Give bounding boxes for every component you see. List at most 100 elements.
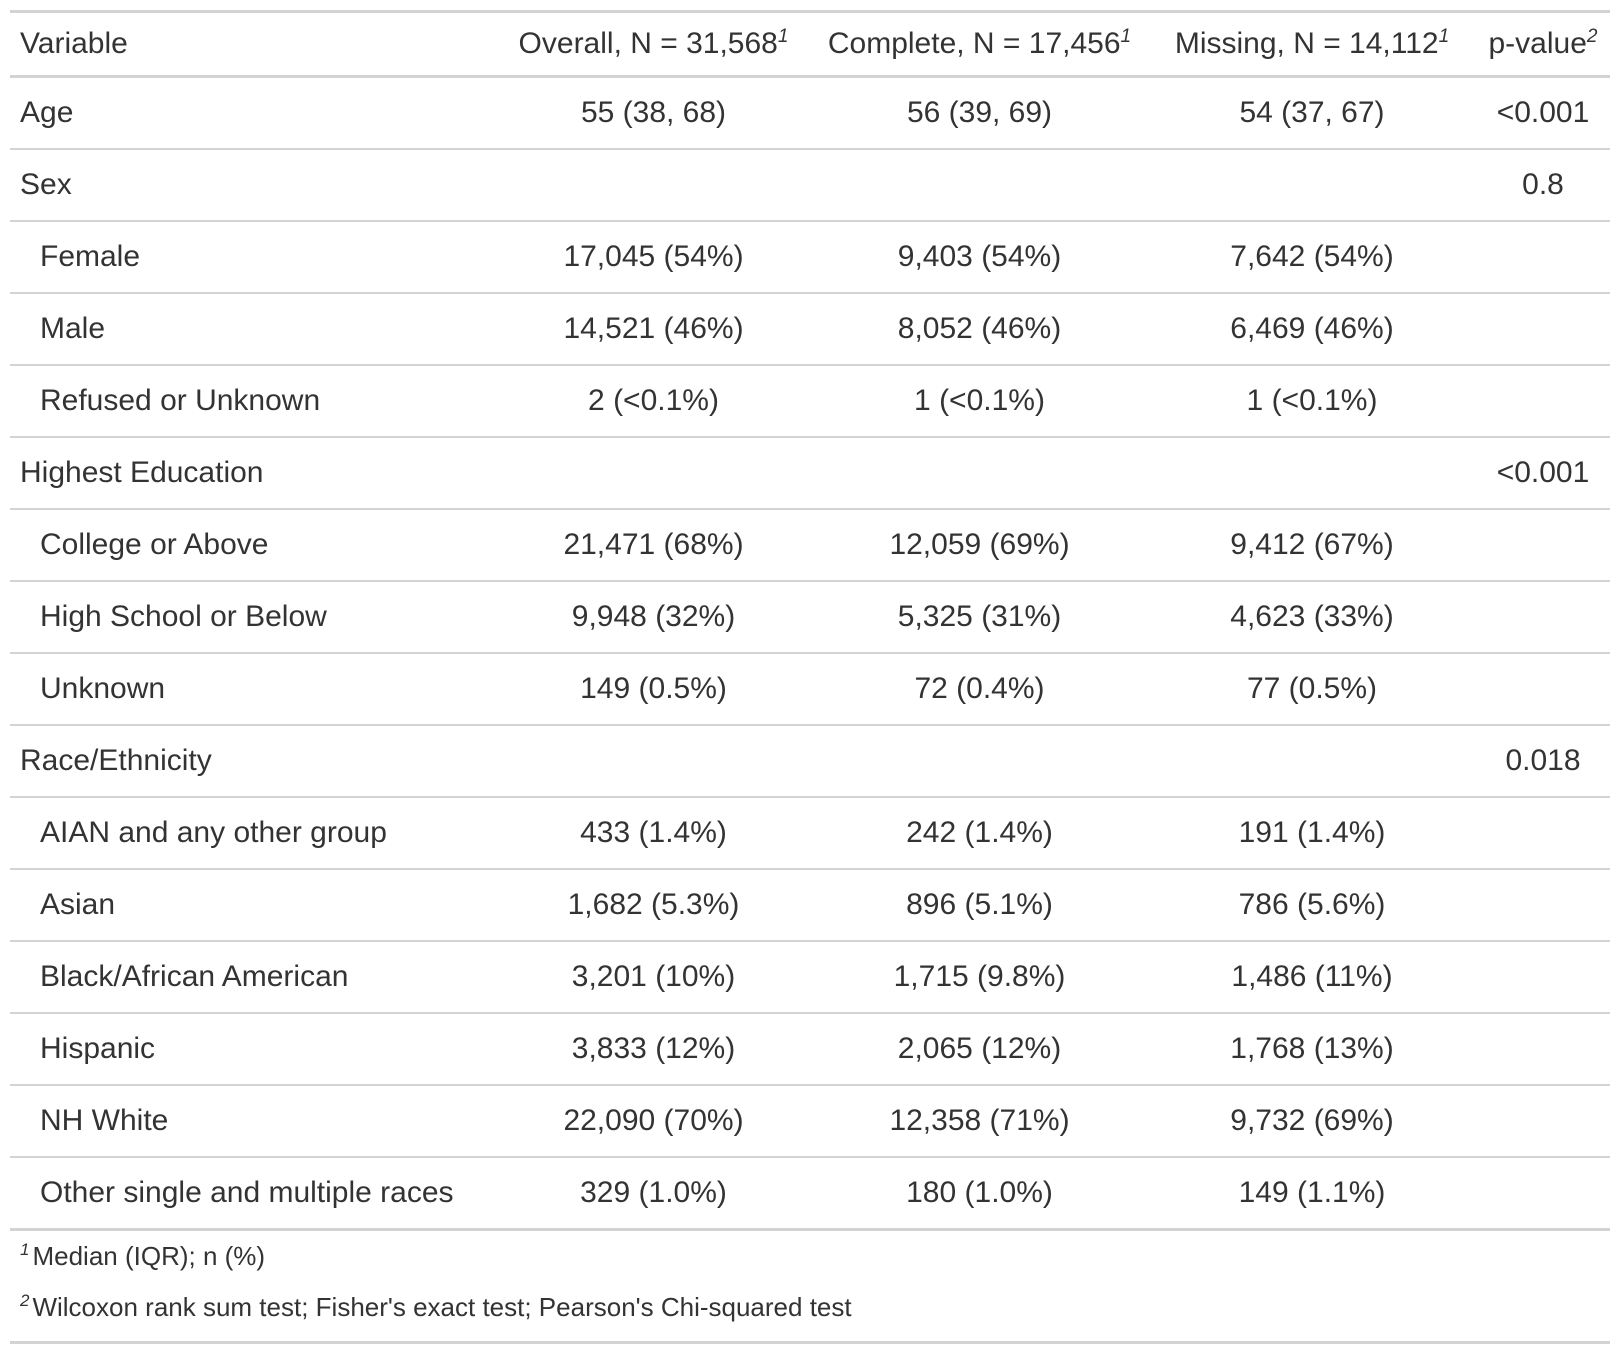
- table-footnotes: 1 Median (IQR); n (%) 2 Wilcoxon rank sum …: [10, 1231, 1610, 1344]
- cell-overall: 9,948 (32%): [496, 580, 811, 653]
- cell-pvalue: [1476, 940, 1610, 1013]
- footnote-mark: 2: [20, 1291, 30, 1311]
- cell-complete: 2,065 (12%): [811, 1012, 1148, 1085]
- row-label: Race/Ethnicity: [10, 724, 496, 797]
- table-row: Refused or Unknown 2 (<0.1%) 1 (<0.1%) 1…: [10, 364, 1610, 437]
- table-row: College or Above 21,471 (68%) 12,059 (69…: [10, 508, 1610, 581]
- table-row: Race/Ethnicity 0.018: [10, 724, 1610, 797]
- row-label: Highest Education: [10, 436, 496, 509]
- cell-pvalue: [1476, 580, 1610, 653]
- cell-complete: 5,325 (31%): [811, 580, 1148, 653]
- cell-missing: 786 (5.6%): [1148, 868, 1476, 941]
- cell-missing: 7,642 (54%): [1148, 220, 1476, 293]
- row-label: Sex: [10, 148, 496, 221]
- table-row: Sex 0.8: [10, 148, 1610, 221]
- table-row: NH White 22,090 (70%) 12,358 (71%) 9,732…: [10, 1084, 1610, 1157]
- cell-pvalue: [1476, 364, 1610, 437]
- cell-overall: 3,833 (12%): [496, 1012, 811, 1085]
- table-row: Hispanic 3,833 (12%) 2,065 (12%) 1,768 (…: [10, 1012, 1610, 1085]
- cell-complete: 1,715 (9.8%): [811, 940, 1148, 1013]
- cell-missing: [1148, 436, 1476, 509]
- table-row: High School or Below 9,948 (32%) 5,325 (…: [10, 580, 1610, 653]
- cell-complete: 12,059 (69%): [811, 508, 1148, 581]
- header-variable: Variable: [10, 11, 496, 78]
- table-row: Other single and multiple races 329 (1.0…: [10, 1156, 1610, 1231]
- cell-overall: [496, 148, 811, 221]
- cell-pvalue: 0.8: [1476, 148, 1610, 221]
- header-overall: Overall, N = 31,5681: [496, 11, 811, 78]
- cell-overall: 22,090 (70%): [496, 1084, 811, 1157]
- footnote: 1 Median (IQR); n (%): [10, 1231, 1610, 1282]
- cell-pvalue: [1476, 220, 1610, 293]
- row-label: Unknown: [10, 652, 496, 725]
- cell-missing: [1148, 148, 1476, 221]
- table-header: Variable Overall, N = 31,5681 Complete, …: [10, 11, 1610, 78]
- table-row: Female 17,045 (54%) 9,403 (54%) 7,642 (5…: [10, 220, 1610, 293]
- cell-overall: [496, 724, 811, 797]
- cell-missing: 1,768 (13%): [1148, 1012, 1476, 1085]
- footnote-mark: 1: [1120, 26, 1132, 47]
- footnote-mark: 1: [20, 1240, 30, 1260]
- table-row: Highest Education <0.001: [10, 436, 1610, 509]
- footnote: 2 Wilcoxon rank sum test; Fisher's exact …: [10, 1282, 1610, 1333]
- cell-complete: 180 (1.0%): [811, 1156, 1148, 1231]
- row-label: Refused or Unknown: [10, 364, 496, 437]
- cell-overall: 433 (1.4%): [496, 796, 811, 869]
- cell-missing: 77 (0.5%): [1148, 652, 1476, 725]
- cell-pvalue: [1476, 868, 1610, 941]
- cell-overall: 149 (0.5%): [496, 652, 811, 725]
- table-row: Male 14,521 (46%) 8,052 (46%) 6,469 (46%…: [10, 292, 1610, 365]
- row-label: Black/African American: [10, 940, 496, 1013]
- cell-pvalue: [1476, 1156, 1610, 1231]
- cell-complete: 896 (5.1%): [811, 868, 1148, 941]
- cell-overall: 21,471 (68%): [496, 508, 811, 581]
- cell-pvalue: [1476, 508, 1610, 581]
- cell-missing: [1148, 724, 1476, 797]
- row-label: Male: [10, 292, 496, 365]
- cell-pvalue: <0.001: [1476, 436, 1610, 509]
- cell-overall: 17,045 (54%): [496, 220, 811, 293]
- cell-complete: 12,358 (71%): [811, 1084, 1148, 1157]
- cell-pvalue: <0.001: [1496, 96, 1590, 129]
- cell-overall: 1,682 (5.3%): [496, 868, 811, 941]
- footnote-mark: 1: [777, 26, 789, 47]
- cell-complete: [811, 724, 1148, 797]
- footnote-mark: 1: [1438, 26, 1450, 47]
- cell-complete: 1 (<0.1%): [811, 364, 1148, 437]
- row-label: Female: [10, 220, 496, 293]
- footnote-mark: 2: [1586, 26, 1598, 47]
- cell-complete: 9,403 (54%): [811, 220, 1148, 293]
- cell-missing: 149 (1.1%): [1148, 1156, 1476, 1231]
- cell-missing: 1,486 (11%): [1148, 940, 1476, 1013]
- cell-pvalue: [1476, 796, 1610, 869]
- row-label: College or Above: [10, 508, 496, 581]
- cell-missing: 191 (1.4%): [1148, 796, 1476, 869]
- cell-complete: 242 (1.4%): [811, 796, 1148, 869]
- cell-missing: 6,469 (46%): [1148, 292, 1476, 365]
- cell-overall: 3,201 (10%): [496, 940, 811, 1013]
- cell-complete: 72 (0.4%): [811, 652, 1148, 725]
- table-row: AIAN and any other group 433 (1.4%) 242 …: [10, 796, 1610, 869]
- row-label: AIAN and any other group: [10, 796, 496, 869]
- summary-table-container: Variable Overall, N = 31,5681 Complete, …: [10, 10, 1610, 1344]
- cell-overall: 329 (1.0%): [496, 1156, 811, 1231]
- row-label: Asian: [10, 868, 496, 941]
- table-row: Black/African American 3,201 (10%) 1,715…: [10, 940, 1610, 1013]
- cell-missing: 9,732 (69%): [1148, 1084, 1476, 1157]
- table-body: Age 55 (38, 68) 56 (39, 69) 54 (37, 67) …: [10, 77, 1610, 1231]
- cell-pvalue: 0.018: [1476, 724, 1610, 797]
- cell-pvalue: [1476, 652, 1610, 725]
- cell-overall: 2 (<0.1%): [496, 364, 811, 437]
- cell-overall: 55 (38, 68): [580, 96, 727, 129]
- table-row: Age 55 (38, 68) 56 (39, 69) 54 (37, 67) …: [10, 77, 1610, 150]
- table-row: Unknown 149 (0.5%) 72 (0.4%) 77 (0.5%): [10, 652, 1610, 725]
- header-pvalue: p-value2: [1476, 11, 1610, 78]
- row-label: Hispanic: [10, 1012, 496, 1085]
- cell-complete: [811, 148, 1148, 221]
- header-complete: Complete, N = 17,4561: [811, 11, 1148, 78]
- cell-complete: 56 (39, 69): [906, 96, 1053, 129]
- cell-overall: [496, 436, 811, 509]
- row-label: Age: [20, 96, 74, 129]
- cell-missing: 1 (<0.1%): [1148, 364, 1476, 437]
- row-label: Other single and multiple races: [10, 1156, 496, 1231]
